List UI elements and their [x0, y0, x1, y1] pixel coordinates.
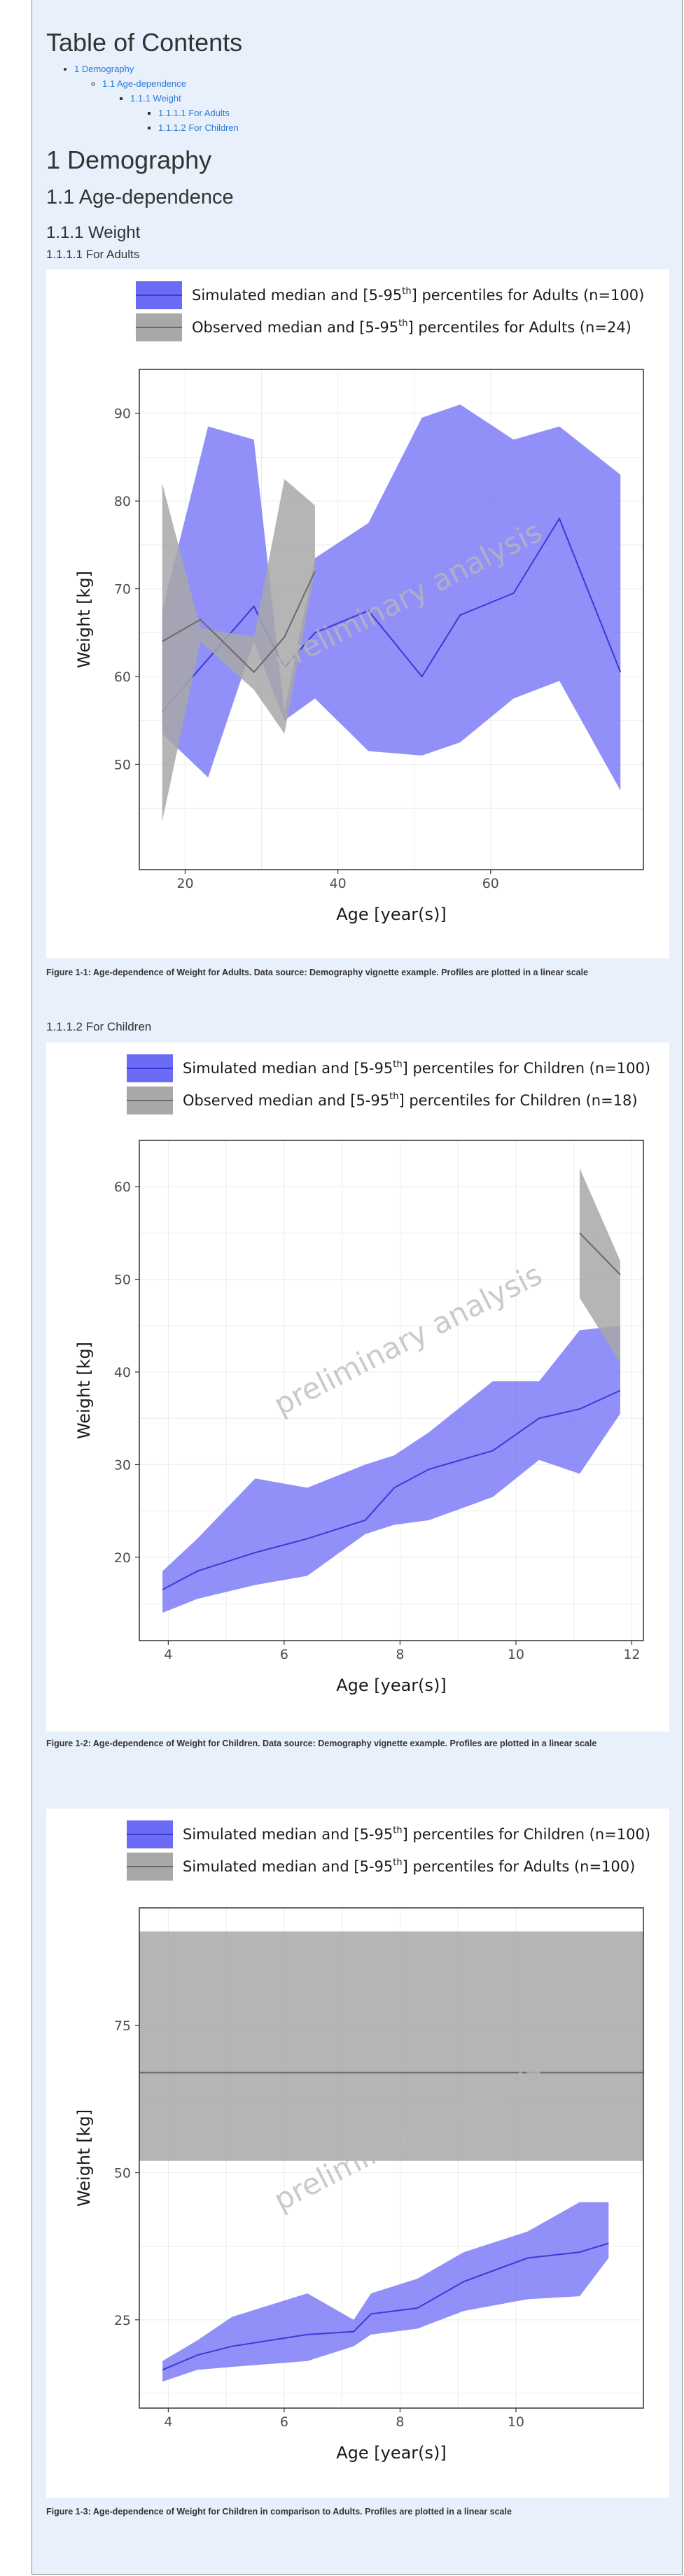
toc-link-age-dependence[interactable]: 1.1 Age-dependence	[102, 78, 186, 89]
plot-border	[139, 369, 644, 870]
median-line-simulated	[162, 2242, 609, 2371]
y-tick-label: 20	[114, 1550, 131, 1566]
chart-adults: Simulated median and [5-95th] percentile…	[74, 281, 644, 924]
y-axis-label: Weight [kg]	[74, 2109, 94, 2207]
legend-label: Simulated median and [5-95th] percentile…	[192, 286, 644, 304]
y-tick-label: 60	[114, 1180, 131, 1195]
legend-label: Simulated median and [5-95th] percentile…	[183, 1825, 650, 1843]
legend-entry-0: Simulated median and [5-95th] percentile…	[136, 281, 644, 309]
toc-title: Table of Contents	[46, 28, 243, 57]
toc-link-weight[interactable]: 1.1.1 Weight	[130, 93, 181, 104]
x-tick-label: 4	[164, 1647, 172, 1662]
table-of-contents: 1 Demography 1.1 Age-dependence 1.1.1 We…	[46, 62, 239, 135]
legend-label: Simulated median and [5-95th] percentile…	[183, 1059, 650, 1077]
x-tick-label: 8	[396, 2414, 404, 2430]
x-tick-label: 20	[176, 876, 193, 891]
toc-link-for-children[interactable]: 1.1.1.2 For Children	[158, 122, 239, 133]
x-tick-label: 12	[623, 1647, 640, 1662]
x-tick-label: 6	[280, 2414, 288, 2430]
x-tick-label: 60	[482, 876, 499, 891]
legend-label: Simulated median and [5-95th] percentile…	[183, 1857, 635, 1875]
chart-children: Simulated median and [5-95th] percentile…	[74, 1054, 650, 1695]
x-tick-label: 6	[280, 1647, 288, 1662]
y-tick-label: 90	[114, 406, 131, 422]
x-tick-label: 10	[508, 2414, 524, 2430]
y-tick-label: 30	[114, 1457, 131, 1473]
figure-caption-comparison: Figure 1-3: Age-dependence of Weight for…	[46, 2507, 512, 2517]
adults-heading: 1.1.1.1 For Adults	[46, 248, 140, 261]
y-tick-label: 75	[114, 2018, 131, 2034]
subsection-heading: 1.1 Age-dependence	[46, 186, 234, 208]
figure-children: Simulated median and [5-95th] percentile…	[46, 1042, 669, 1732]
y-tick-label: 80	[114, 494, 131, 509]
median-line-simulated	[161, 517, 622, 712]
x-tick-label: 40	[330, 876, 347, 891]
y-tick-label: 50	[114, 1273, 131, 1288]
figure-adults: Simulated median and [5-95th] percentile…	[46, 269, 669, 958]
legend-entry-1: Observed median and [5-95th] percentiles…	[136, 313, 631, 341]
y-tick-label: 50	[114, 2166, 131, 2181]
chart-comparison: Simulated median and [5-95th] percentile…	[74, 1820, 650, 2463]
x-axis-label: Age [year(s)]	[336, 905, 447, 924]
x-tick-label: 10	[508, 1647, 524, 1662]
y-tick-label: 25	[114, 2313, 131, 2328]
report-page: Table of Contents 1 Demography 1.1 Age-d…	[32, 0, 683, 2575]
legend-label: Observed median and [5-95th] percentiles…	[183, 1091, 638, 1109]
ribbon-simulated	[162, 1325, 620, 1613]
y-tick-label: 40	[114, 1365, 131, 1380]
median-line-observed	[162, 571, 316, 674]
ribbon-observed	[579, 1168, 620, 1363]
subsubsection-heading: 1.1.1 Weight	[46, 223, 141, 242]
plot-border	[139, 1140, 644, 1641]
median-line-observed	[579, 1232, 621, 1275]
x-axis-label: Age [year(s)]	[336, 2443, 447, 2463]
x-tick-label: 8	[396, 1647, 404, 1662]
y-axis-label: Weight [kg]	[74, 571, 94, 668]
y-tick-label: 50	[114, 757, 131, 772]
legend-label: Observed median and [5-95th] percentiles…	[192, 318, 631, 336]
toc-link-for-adults[interactable]: 1.1.1.1 For Adults	[158, 108, 230, 118]
y-tick-label: 70	[114, 582, 131, 597]
legend-entry-0: Simulated median and [5-95th] percentile…	[127, 1054, 650, 1082]
ribbon-adults	[139, 1931, 643, 2161]
y-axis-label: Weight [kg]	[74, 1342, 94, 1439]
plot-border	[139, 1907, 644, 2409]
toc-link-demography[interactable]: 1 Demography	[74, 64, 134, 74]
x-tick-label: 4	[164, 2414, 172, 2430]
legend-entry-0: Simulated median and [5-95th] percentile…	[127, 1820, 650, 1848]
y-tick-label: 60	[114, 670, 131, 685]
figure-caption-adults: Figure 1-1: Age-dependence of Weight for…	[46, 968, 589, 977]
figure-comparison: Simulated median and [5-95th] percentile…	[46, 1809, 669, 2498]
section-heading: 1 Demography	[46, 146, 212, 174]
children-heading: 1.1.1.2 For Children	[46, 1020, 152, 1033]
x-axis-label: Age [year(s)]	[336, 1676, 447, 1695]
ribbon-simulated	[162, 2202, 609, 2382]
legend-entry-1: Observed median and [5-95th] percentiles…	[127, 1087, 638, 1114]
figure-caption-children: Figure 1-2: Age-dependence of Weight for…	[46, 1739, 597, 1748]
median-line-simulated	[162, 1389, 621, 1591]
ribbon-observed	[162, 479, 315, 822]
legend-entry-1: Simulated median and [5-95th] percentile…	[127, 1853, 635, 1881]
